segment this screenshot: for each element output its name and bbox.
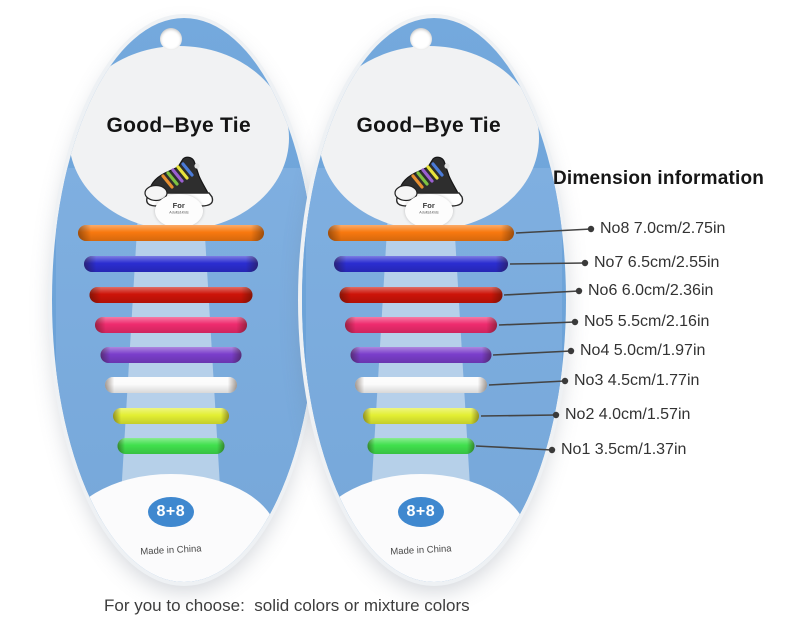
lace-no3 [354, 377, 487, 393]
card-title: Good–Bye Tie [106, 114, 251, 137]
made-in-label: Made in China [389, 543, 452, 558]
dimension-info-title: Dimension information [553, 168, 765, 189]
lace-no1 [117, 438, 225, 454]
for-sublabel: Adults&Kids [169, 210, 189, 216]
count-badge: 8+8 [147, 497, 194, 527]
dimension-label-no6: No6 6.0cm/2.36in [588, 282, 714, 299]
for-label: For [172, 201, 185, 210]
for-sublabel: Adults&Kids [419, 210, 439, 216]
lace-no2 [362, 408, 479, 424]
for-label-oval: For Adults&Kids [154, 194, 203, 228]
lace-no1 [367, 438, 475, 454]
lace-no4 [350, 347, 492, 363]
for-label: For [422, 201, 435, 210]
count-badge: 8+8 [397, 497, 444, 527]
lace-no7 [83, 256, 258, 272]
for-label-oval: For Adults&Kids [404, 194, 453, 228]
lace-no6 [339, 287, 503, 303]
lace-no7 [333, 256, 508, 272]
dimension-label-no2: No2 4.0cm/1.57in [565, 406, 691, 423]
lace-card-right: Good–Bye Tie For Adults&Kids 8+8 Made in… [302, 18, 566, 582]
card-top-panel: Good–Bye Tie For Adults&Kids [318, 46, 539, 230]
dimension-label-no7: No7 6.5cm/2.55in [594, 254, 720, 271]
lace-no3 [104, 377, 237, 393]
dimension-label-no8: No8 7.0cm/2.75in [600, 220, 726, 237]
dimension-label-no1: No1 3.5cm/1.37in [561, 441, 687, 458]
card-top-panel: Good–Bye Tie For Adults&Kids [68, 46, 289, 230]
lace-no5 [94, 317, 247, 333]
card-bottom-panel: 8+8 Made in China [63, 474, 278, 582]
lace-card-left: Good–Bye Tie For Adults&Kids 8+8 Made in… [52, 18, 316, 582]
lace-no5 [344, 317, 497, 333]
lace-no2 [112, 408, 229, 424]
card-title: Good–Bye Tie [356, 114, 501, 137]
lace-no6 [89, 287, 253, 303]
dimension-label-no5: No5 5.5cm/2.16in [584, 313, 710, 330]
dimension-label-no3: No3 4.5cm/1.77in [574, 372, 700, 389]
lace-no8 [77, 225, 264, 241]
choose-colors-caption: For you to choose: solid colors or mixtu… [104, 596, 470, 615]
card-bottom-panel: 8+8 Made in China [313, 474, 528, 582]
dimension-label-no4: No4 5.0cm/1.97in [580, 342, 706, 359]
lace-no8 [327, 225, 514, 241]
hang-hole [159, 28, 182, 50]
hang-hole [409, 28, 432, 50]
made-in-label: Made in China [139, 543, 202, 558]
lace-no4 [100, 347, 242, 363]
